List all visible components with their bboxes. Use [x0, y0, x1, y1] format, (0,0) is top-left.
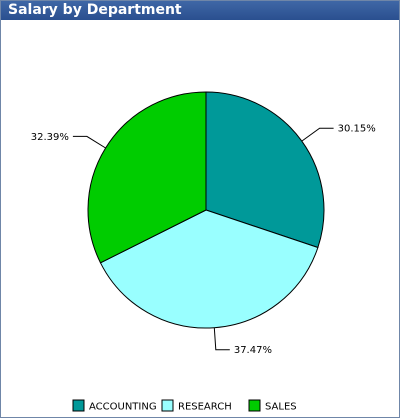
- slice-label-research: 37.47%: [234, 345, 272, 356]
- legend: ACCOUNTING RESEARCH SALES: [72, 399, 297, 413]
- pie-labels: 30.15% 37.47% 32.39%: [31, 124, 376, 356]
- leader-line-sales: [72, 135, 106, 149]
- slice-label-accounting: 30.15%: [338, 124, 376, 135]
- legend-swatch-research: [161, 399, 174, 412]
- legend-label-accounting: ACCOUNTING: [89, 402, 157, 413]
- legend-swatch-sales: [248, 399, 261, 412]
- pie-slice-research[interactable]: [99, 209, 319, 329]
- leader-line-research: [213, 327, 230, 351]
- panel-title: Salary by Department: [1, 1, 399, 20]
- pie-slice-accounting[interactable]: [205, 91, 325, 249]
- pie-slice-sales[interactable]: [87, 91, 207, 264]
- legend-label-sales: SALES: [265, 402, 297, 413]
- slice-label-sales: 32.39%: [31, 132, 69, 143]
- leader-line-accounting: [301, 127, 334, 142]
- legend-label-research: RESEARCH: [178, 402, 232, 413]
- pie-slices: [87, 91, 325, 329]
- legend-swatch-accounting: [72, 399, 85, 412]
